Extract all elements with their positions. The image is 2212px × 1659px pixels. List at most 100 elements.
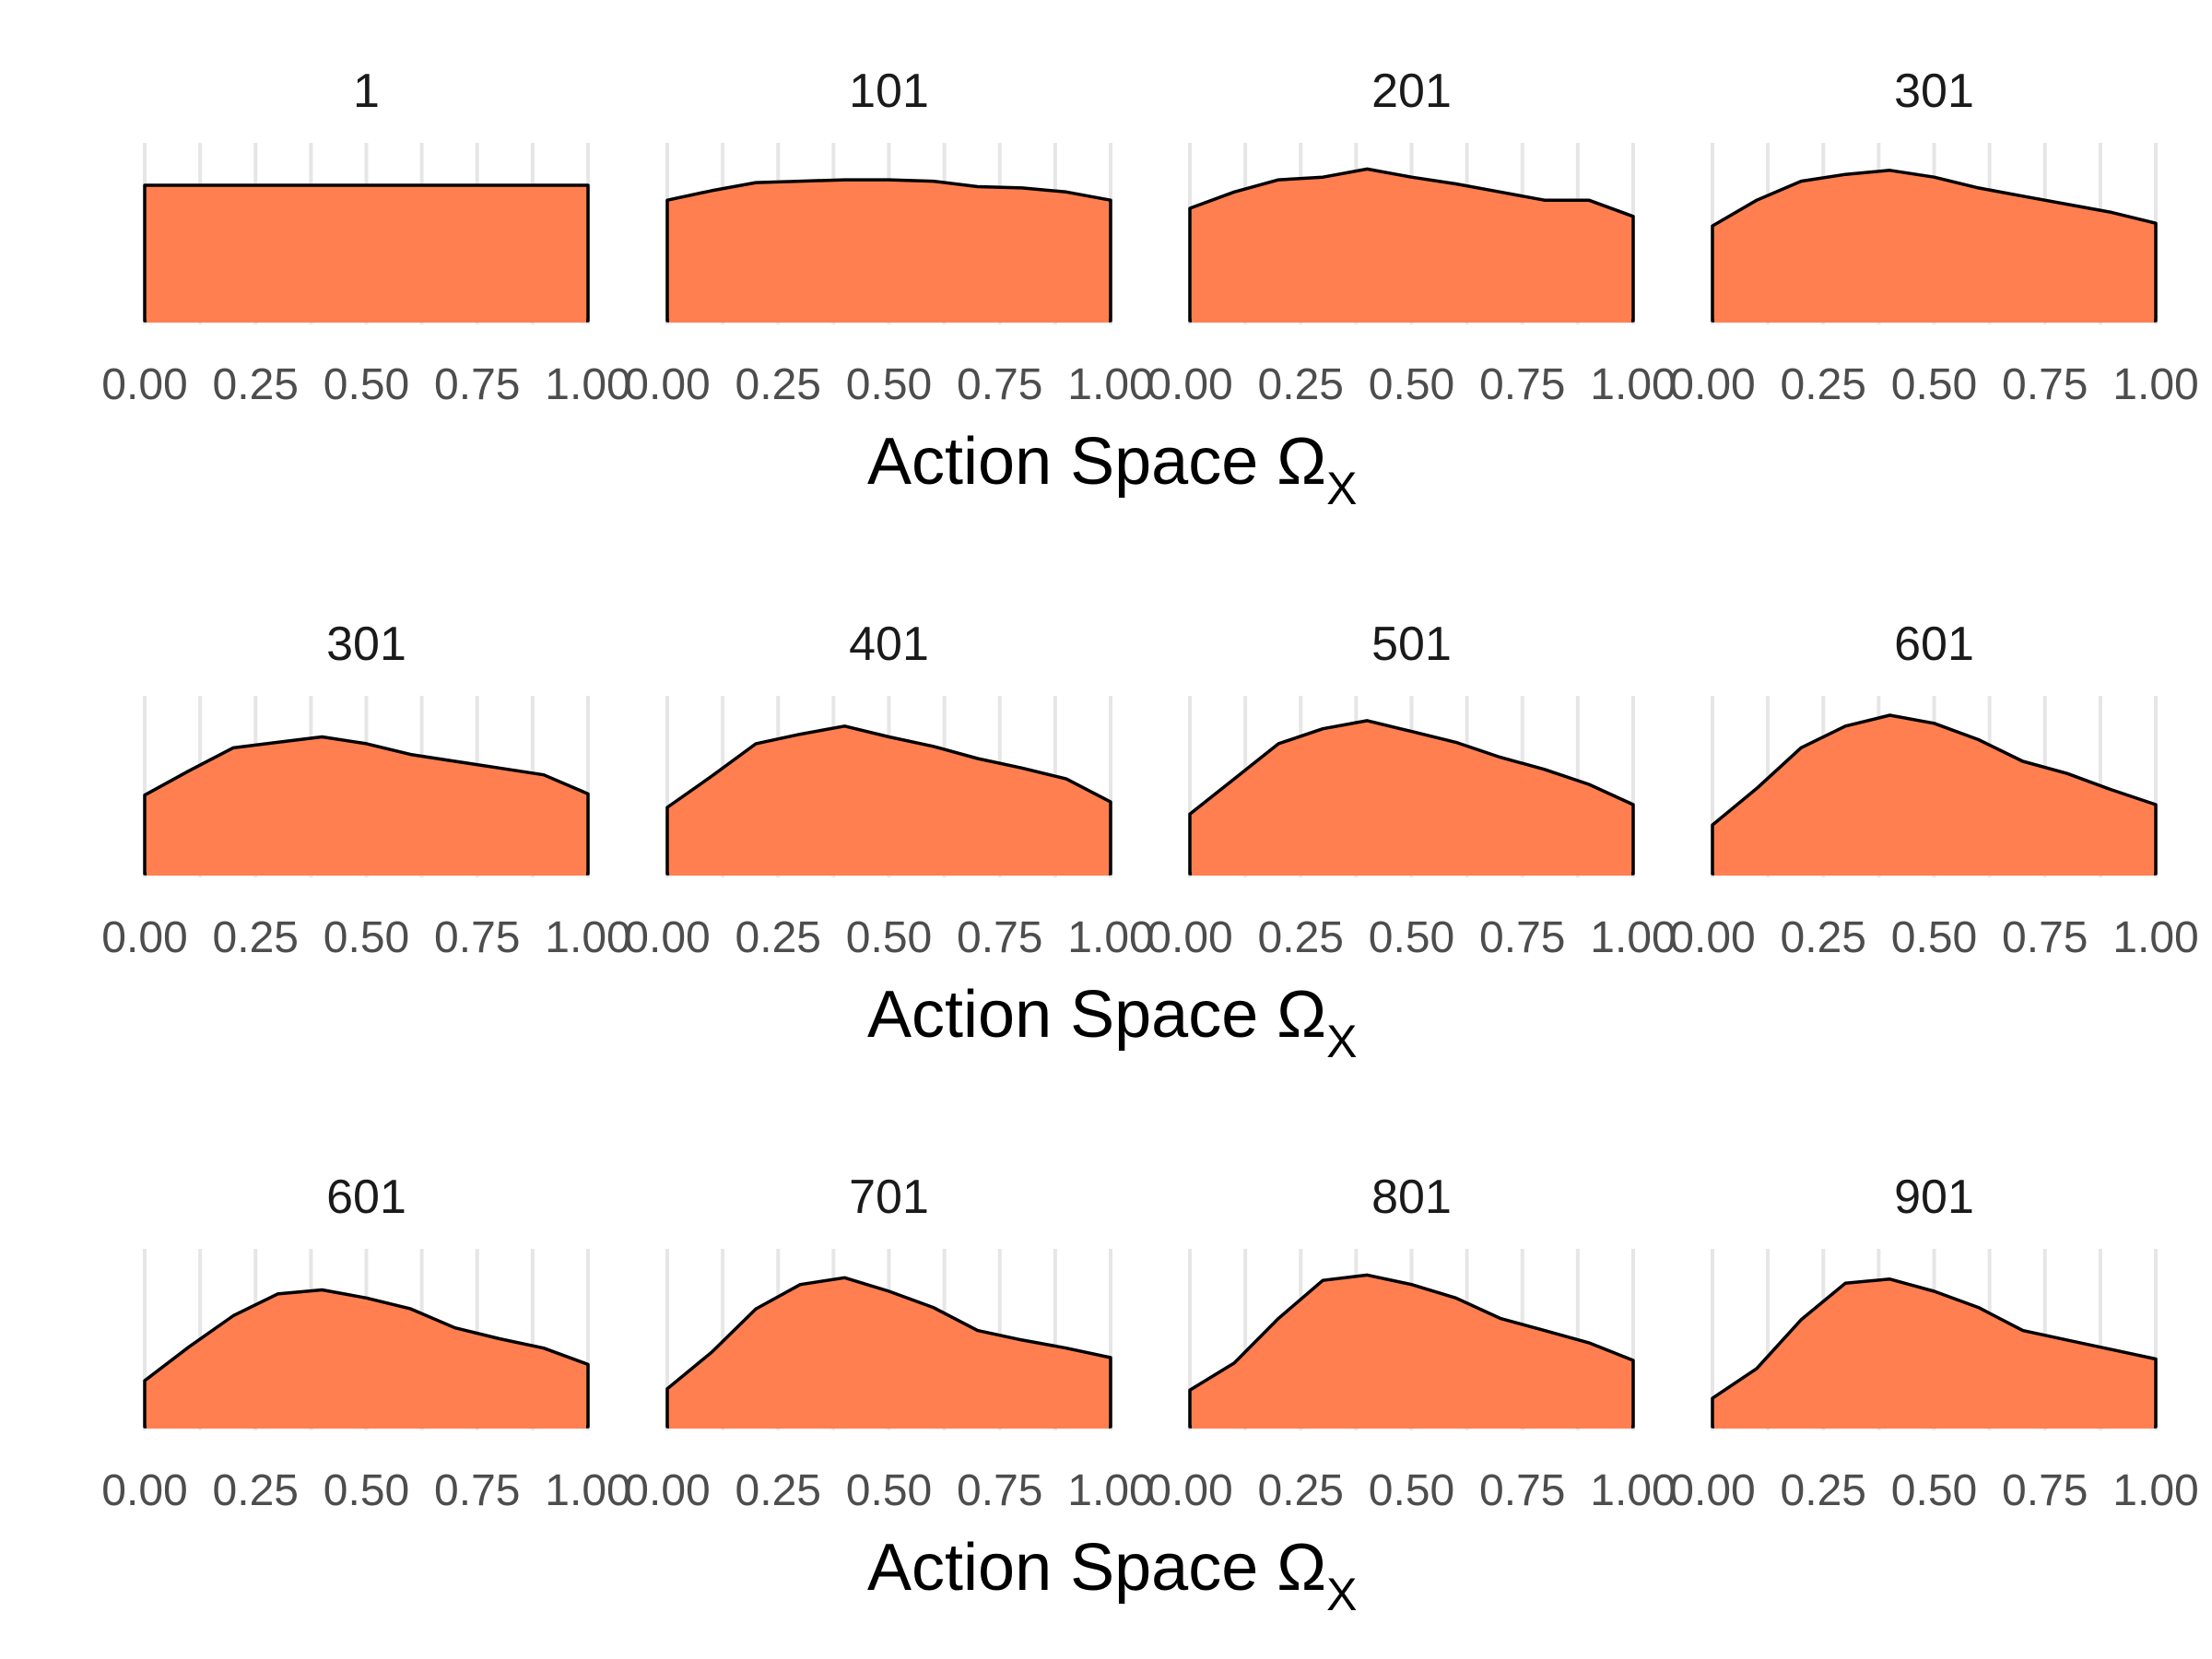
facet-panel: 701 0.00 0.25 0.50 0.75 1.00 (624, 1171, 1153, 1515)
density-area (665, 178, 1112, 323)
x-tick-label: 0.50 (846, 360, 932, 409)
density-area (143, 735, 590, 876)
x-tick-label: 0.00 (101, 360, 187, 409)
x-tick-label: 0.75 (957, 1466, 1042, 1515)
x-axis-title-text: Action Space Ω (867, 1531, 1326, 1605)
x-tick-label: 0.75 (2002, 913, 2088, 962)
x-tick-label: 0.50 (1369, 913, 1454, 962)
x-tick-label: 0.25 (1258, 360, 1344, 409)
x-tick-label: 0.75 (434, 360, 520, 409)
x-tick-label: 0.50 (1891, 913, 1977, 962)
x-tick-label: 0.75 (434, 913, 520, 962)
density-area (1188, 1273, 1635, 1429)
facet-row-2: 301 0.00 0.25 0.50 0.75 1.00 401 0.00 0.25 0.50 0.… (101, 618, 2198, 1067)
panel-title: 601 (1894, 618, 1974, 671)
x-tick-label: 0.00 (624, 913, 710, 962)
density-area (1188, 719, 1635, 876)
x-tick-label: 0.50 (324, 1466, 409, 1515)
x-tick-label: 0.75 (1479, 913, 1565, 962)
facet-panel: 601 0.00 0.25 0.50 0.75 1.00 (1669, 618, 2198, 962)
panel-title: 501 (1371, 618, 1452, 671)
x-tick-label: 0.00 (101, 913, 187, 962)
x-tick-label: 0.50 (1369, 360, 1454, 409)
x-tick-label: 0.00 (1669, 1466, 1755, 1515)
facet-panel: 201 0.00 0.25 0.50 0.75 1.00 (1147, 65, 1676, 409)
x-tick-label: 0.25 (1781, 360, 1866, 409)
x-tick-label: 0.00 (1147, 1466, 1232, 1515)
x-tick-label: 0.50 (846, 1466, 932, 1515)
x-axis-title-subscript: X (1326, 1016, 1357, 1067)
x-tick-label: 0.25 (1258, 913, 1344, 962)
x-tick-label: 0.25 (213, 913, 299, 962)
x-tick-label: 0.25 (1258, 1466, 1344, 1515)
panel-title: 601 (326, 1171, 406, 1224)
x-tick-label: 1.00 (545, 913, 630, 962)
facet-panel: 301 0.00 0.25 0.50 0.75 1.00 (101, 618, 630, 962)
x-tick-label: 1.00 (1067, 913, 1153, 962)
x-axis-title: Action Space ΩX (867, 978, 1357, 1067)
x-tick-label: 0.00 (1147, 913, 1232, 962)
x-tick-label: 0.50 (1891, 360, 1977, 409)
panel-title: 301 (326, 618, 406, 671)
facet-panel: 301 0.00 0.25 0.50 0.75 1.00 (1669, 65, 2198, 409)
x-tick-label: 0.75 (434, 1466, 520, 1515)
x-tick-label: 1.00 (2112, 360, 2198, 409)
x-tick-label: 1.00 (2112, 1466, 2198, 1515)
x-tick-label: 0.00 (1147, 360, 1232, 409)
x-tick-label: 1.00 (545, 360, 630, 409)
x-tick-label: 0.75 (1479, 360, 1565, 409)
density-area (665, 724, 1112, 876)
facet-panel: 801 0.00 0.25 0.50 0.75 1.00 (1147, 1171, 1676, 1515)
x-axis-title-subscript: X (1326, 1569, 1357, 1620)
facet-panel: 601 0.00 0.25 0.50 0.75 1.00 (101, 1171, 630, 1515)
panel-title: 101 (849, 65, 929, 118)
x-tick-label: 0.50 (846, 913, 932, 962)
x-tick-label: 0.75 (2002, 360, 2088, 409)
x-tick-label: 0.25 (735, 1466, 821, 1515)
facet-row-1: 1 0.00 0.25 0.50 0.75 1.00 101 0.00 0.25 0.50 0.75… (101, 65, 2198, 514)
density-area (143, 183, 590, 323)
density-area (1711, 169, 2158, 323)
facet-panel: 501 0.00 0.25 0.50 0.75 1.00 (1147, 618, 1676, 962)
x-tick-label: 0.25 (1781, 1466, 1866, 1515)
facet-row-3: 601 0.00 0.25 0.50 0.75 1.00 701 0.00 0.25 0.50 0.… (101, 1171, 2198, 1620)
density-area (665, 1276, 1112, 1429)
x-tick-label: 0.25 (735, 360, 821, 409)
density-area (1711, 1277, 2158, 1429)
x-tick-label: 0.00 (1669, 913, 1755, 962)
density-area (1711, 713, 2158, 876)
x-tick-label: 1.00 (1590, 360, 1676, 409)
x-tick-label: 1.00 (1590, 913, 1676, 962)
x-tick-label: 0.25 (1781, 913, 1866, 962)
x-tick-label: 1.00 (2112, 913, 2198, 962)
x-tick-label: 0.50 (1891, 1466, 1977, 1515)
panel-title: 801 (1371, 1171, 1452, 1224)
x-tick-label: 0.25 (735, 913, 821, 962)
density-area (1188, 167, 1635, 323)
x-tick-label: 0.50 (324, 360, 409, 409)
facet-panel: 101 0.00 0.25 0.50 0.75 1.00 (624, 65, 1153, 409)
x-axis-title-text: Action Space Ω (867, 425, 1326, 499)
x-tick-label: 0.00 (1669, 360, 1755, 409)
x-axis-title-subscript: X (1326, 463, 1357, 514)
panel-title: 901 (1894, 1171, 1974, 1224)
x-tick-label: 0.75 (957, 913, 1042, 962)
x-tick-label: 0.75 (2002, 1466, 2088, 1515)
x-tick-label: 0.00 (101, 1466, 187, 1515)
panel-title: 301 (1894, 65, 1974, 118)
x-tick-label: 0.75 (957, 360, 1042, 409)
x-tick-label: 0.75 (1479, 1466, 1565, 1515)
facet-panel: 901 0.00 0.25 0.50 0.75 1.00 (1669, 1171, 2198, 1515)
x-tick-label: 0.00 (624, 1466, 710, 1515)
x-axis-title: Action Space ΩX (867, 425, 1357, 514)
x-tick-label: 0.50 (1369, 1466, 1454, 1515)
x-tick-label: 1.00 (1590, 1466, 1676, 1515)
panel-title: 401 (849, 618, 929, 671)
x-axis-title-text: Action Space Ω (867, 978, 1326, 1052)
density-area (143, 1288, 590, 1429)
facet-panel: 401 0.00 0.25 0.50 0.75 1.00 (624, 618, 1153, 962)
x-tick-label: 1.00 (545, 1466, 630, 1515)
panel-title: 201 (1371, 65, 1452, 118)
x-tick-label: 0.00 (624, 360, 710, 409)
